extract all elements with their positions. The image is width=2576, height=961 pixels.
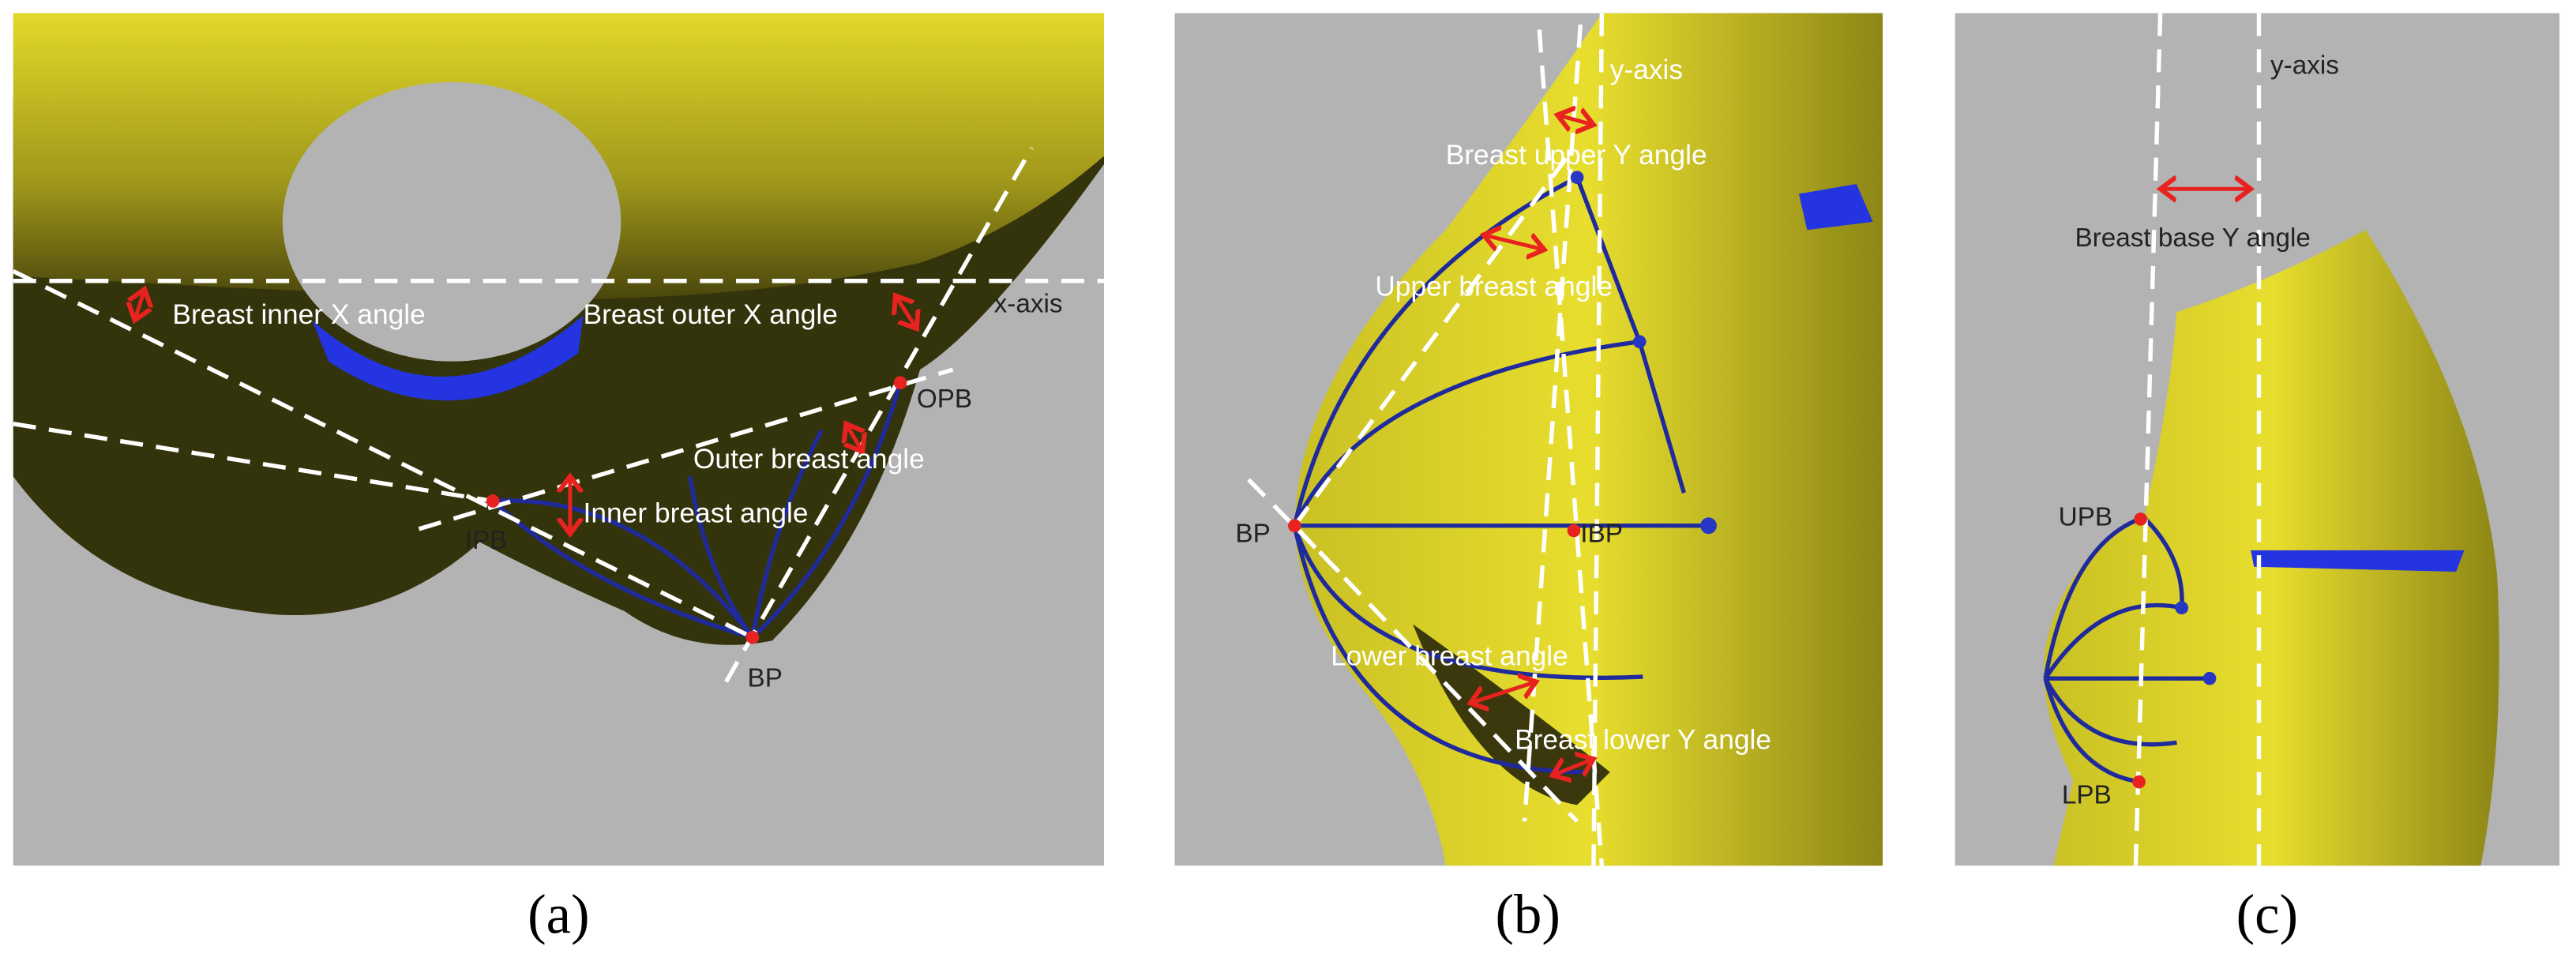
annotation: Breast inner X angle [172, 299, 425, 330]
annotation: Breast lower Y angle [1515, 725, 1771, 756]
annotation: Lower breast angle [1331, 641, 1568, 672]
annotation: OPB [917, 385, 972, 414]
annotation: Inner breast angle [584, 498, 809, 529]
annotation: IBP [1580, 520, 1623, 549]
annotation: Outer breast angle [693, 444, 925, 475]
annotation: BP [748, 664, 783, 693]
annotation: y-axis [2270, 51, 2339, 81]
annotation: Upper breast angle [1375, 271, 1613, 302]
annotation: LPB [2062, 780, 2112, 809]
panel-caption: (c) [2236, 884, 2299, 946]
annotation: x-axis [994, 289, 1063, 318]
panel-a: Breast inner X angle Breast outer X angl… [13, 13, 1105, 866]
annotation: IPB [465, 526, 508, 555]
annotation: Breast upper Y angle [1446, 140, 1707, 171]
annotation: UPB [2059, 503, 2112, 532]
panel-c: y-axis Breast base Y angle UPB LPB [1955, 13, 2560, 866]
annotation: y-axis [1610, 54, 1683, 85]
panel-caption: (a) [528, 884, 590, 946]
panel-caption: (b) [1495, 884, 1560, 946]
panel-b: y-axis Breast upper Y angle Upper breast… [1174, 13, 1883, 866]
annotation: BP [1235, 520, 1270, 549]
annotation: Breast outer X angle [584, 299, 838, 330]
annotation: Breast base Y angle [2075, 223, 2310, 253]
